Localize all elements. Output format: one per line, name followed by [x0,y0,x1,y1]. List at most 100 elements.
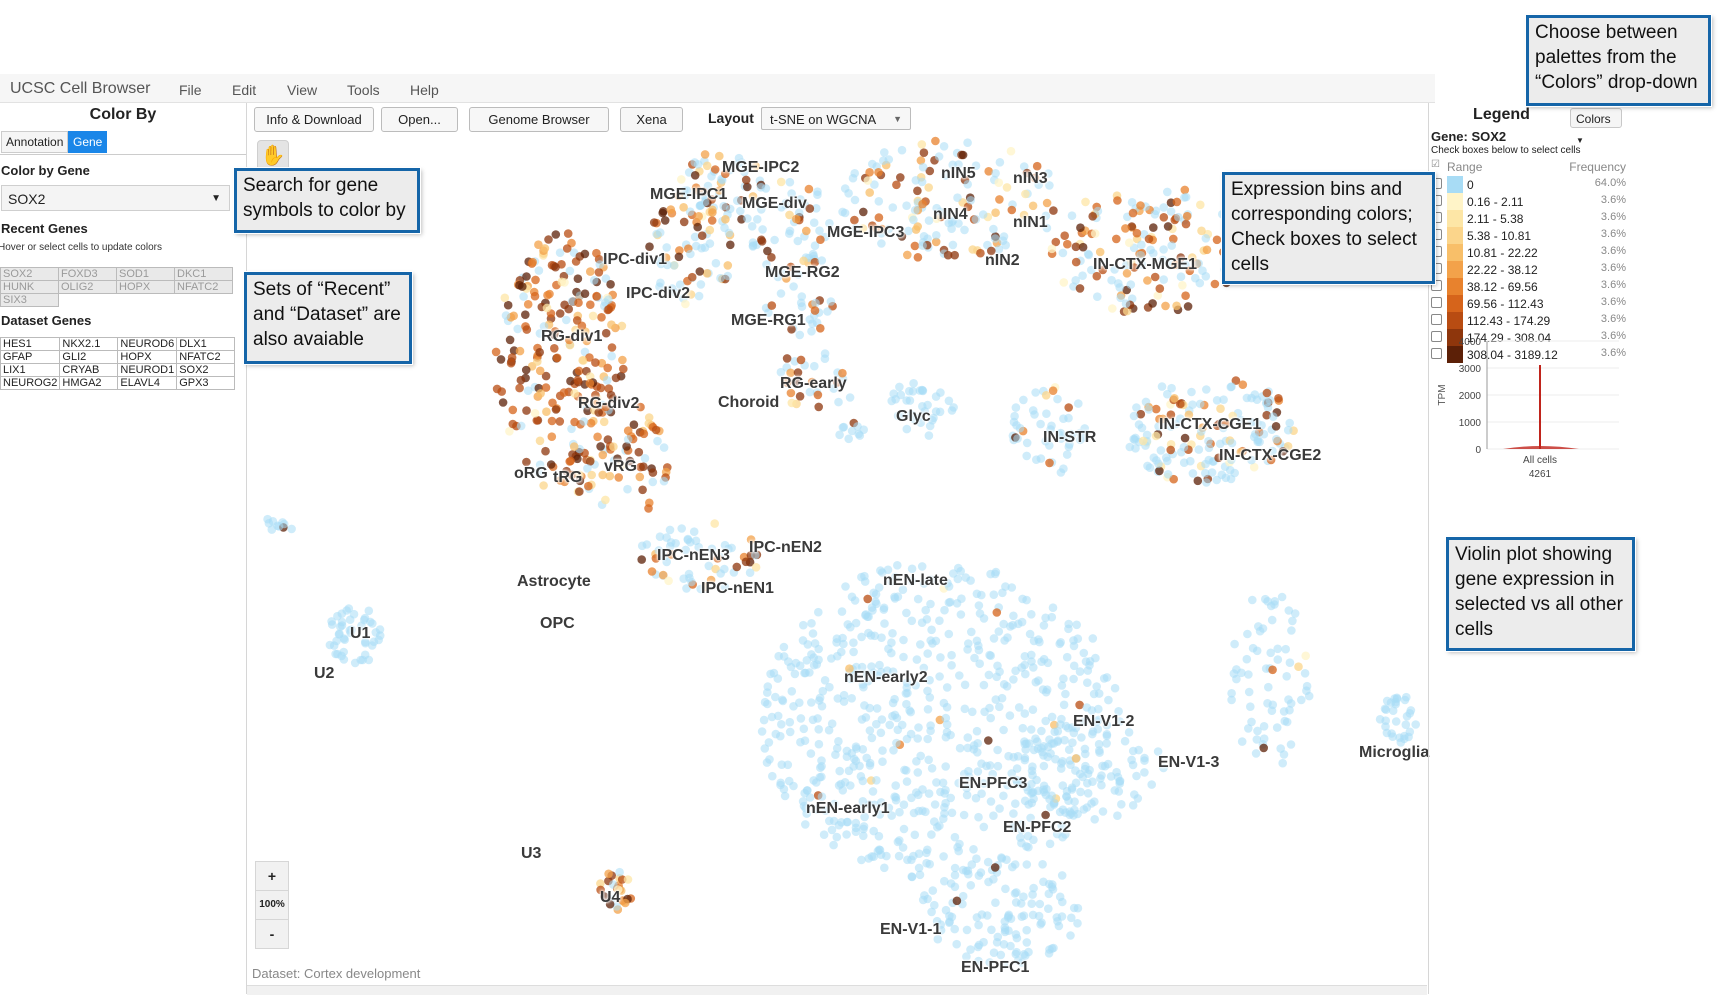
cell-point[interactable] [917,140,927,149]
cell-point[interactable] [840,208,850,218]
cell-point[interactable] [340,635,349,644]
cell-point[interactable] [1238,380,1248,389]
cell-point[interactable] [496,355,506,364]
cell-point[interactable] [1153,291,1163,300]
cell-point[interactable] [1171,260,1180,269]
cell-point[interactable] [792,214,801,224]
cell-point[interactable] [597,358,607,368]
cell-point[interactable] [720,582,729,591]
cell-point[interactable] [860,571,869,581]
cell-point[interactable] [771,692,780,702]
cell-point[interactable] [686,290,696,299]
gene-search-select[interactable]: SOX2 ▼ [1,185,230,211]
cell-point[interactable] [796,737,805,747]
cell-point[interactable] [935,616,944,625]
cell-point[interactable] [897,720,907,730]
cell-point[interactable] [888,698,898,708]
cell-point[interactable] [812,805,822,814]
cell-point[interactable] [575,476,585,486]
cell-point[interactable] [796,195,805,204]
cell-point[interactable] [573,454,582,464]
cell-point[interactable] [971,215,981,224]
cell-point[interactable] [1237,737,1247,746]
cell-point[interactable] [837,607,847,616]
cell-point[interactable] [559,388,569,397]
cell-point[interactable] [1166,410,1176,420]
cell-point[interactable] [1029,745,1039,755]
cell-point[interactable] [941,171,950,180]
cell-point[interactable] [910,830,920,840]
cell-point[interactable] [573,375,583,385]
cell-point[interactable] [765,267,774,276]
cell-point[interactable] [796,355,806,365]
cell-point[interactable] [654,546,664,555]
cell-point[interactable] [604,384,614,393]
cell-point[interactable] [1231,376,1241,385]
cell-point[interactable] [1248,595,1257,605]
cell-point[interactable] [985,761,995,770]
cell-point[interactable] [1400,695,1410,705]
cell-point[interactable] [1188,469,1198,478]
cell-point[interactable] [809,660,819,670]
cell-point[interactable] [812,778,821,787]
cell-point[interactable] [835,430,844,440]
cell-point[interactable] [635,472,645,482]
cell-point[interactable] [989,224,998,234]
cell-point[interactable] [622,442,631,451]
cell-point[interactable] [927,764,937,773]
dataset-gene[interactable]: DLX1 [176,337,236,351]
cell-point[interactable] [667,550,676,559]
cell-point[interactable] [935,672,944,681]
cell-point[interactable] [1154,422,1163,431]
cell-point[interactable] [924,431,934,440]
cell-point[interactable] [770,235,779,245]
cell-point[interactable] [1075,700,1084,710]
cell-point[interactable] [975,609,985,618]
cell-point[interactable] [642,540,652,549]
cell-point[interactable] [887,396,896,406]
cell-point[interactable] [776,367,786,377]
cell-point[interactable] [689,527,699,536]
cell-point[interactable] [653,436,662,446]
cell-point[interactable] [516,375,526,385]
cell-point[interactable] [1263,597,1272,606]
cell-point[interactable] [1071,276,1080,285]
cell-point[interactable] [551,262,560,272]
cell-point[interactable] [1266,455,1276,465]
cell-point[interactable] [903,250,912,260]
cell-point[interactable] [847,749,857,758]
recent-gene[interactable]: SIX3 [0,293,59,307]
cell-point[interactable] [1381,705,1391,714]
cell-point[interactable] [1279,707,1289,716]
cell-point[interactable] [947,406,957,415]
cell-point[interactable] [679,217,689,227]
cell-point[interactable] [757,205,766,214]
cell-point[interactable] [1017,958,1027,967]
cell-point[interactable] [1009,823,1019,833]
cell-point[interactable] [732,562,742,572]
cell-point[interactable] [1019,892,1028,901]
cell-point[interactable] [857,803,866,813]
cell-point[interactable] [776,177,786,187]
cell-point[interactable] [1279,750,1289,759]
cell-point[interactable] [875,810,885,819]
cell-point[interactable] [1045,839,1055,849]
cell-point[interactable] [843,620,853,629]
cell-point[interactable] [776,778,785,788]
cell-point[interactable] [655,282,664,291]
cell-point[interactable] [1214,453,1223,463]
cell-point[interactable] [936,653,945,662]
cell-point[interactable] [995,158,1005,167]
cell-point[interactable] [531,275,540,285]
cell-point[interactable] [1060,735,1069,745]
cell-point[interactable] [523,386,533,395]
cell-point[interactable] [603,363,612,373]
cell-point[interactable] [1005,711,1015,720]
cell-point[interactable] [1007,205,1017,215]
cell-point[interactable] [880,148,889,157]
cell-point[interactable] [859,822,869,831]
cell-point[interactable] [1034,911,1044,921]
cell-point[interactable] [947,808,957,818]
dataset-gene[interactable]: NFATC2 [176,350,236,364]
cell-point[interactable] [1283,425,1293,435]
